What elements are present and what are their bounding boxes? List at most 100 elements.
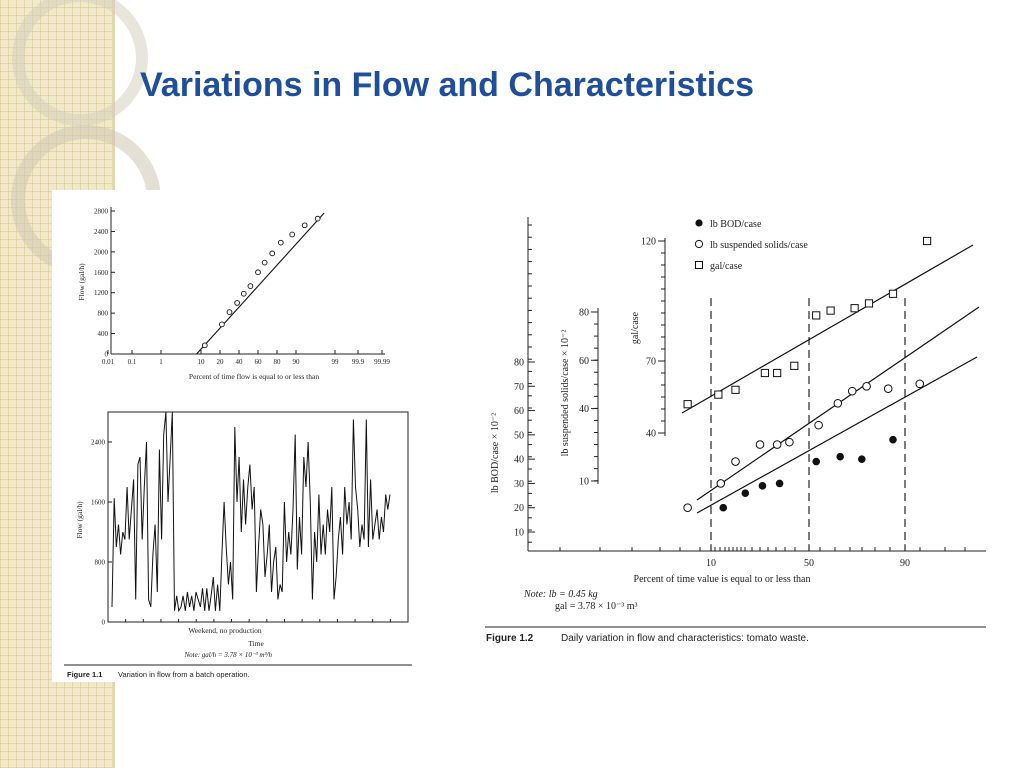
f2-ss-tick-label: 80 (579, 308, 589, 319)
f1top-point (269, 250, 276, 257)
f2-point-gal (864, 299, 874, 308)
f1top-x-tick-label: 60 (255, 358, 263, 366)
f2-bod-tick-label: 70 (514, 382, 524, 393)
legend-label-gal: gal/case (710, 261, 743, 272)
f1top-point (289, 231, 296, 238)
f2-point-ss (915, 379, 925, 389)
f2-bod-tick-label: 80 (514, 358, 524, 369)
f1bot-xlabel: Time (248, 639, 264, 648)
f1top-x-tick-label: 90 (293, 358, 301, 366)
f1top-y-tick-label: 1600 (94, 269, 109, 277)
f2-point-bod (812, 457, 820, 466)
f1bot-y-tick-label: 2400 (91, 439, 106, 447)
f2-point-ss (731, 457, 740, 466)
figure-2-caption-label: Figure 1.2 (486, 633, 534, 644)
f1top-fit-line (196, 212, 325, 355)
f1top-point (219, 321, 225, 328)
f1top-x-tick-label: 80 (274, 358, 282, 366)
f1top-xlabel: Percent of time flow is equal to or less… (189, 372, 319, 381)
f1top-x-tick-label: 0.1 (128, 358, 137, 366)
f1bot-annotation: Weekend, no production (188, 626, 262, 635)
f1top-y-tick-label: 2400 (94, 228, 109, 236)
f1top-point (247, 283, 254, 289)
f2-gal-tick-label: 120 (641, 237, 656, 248)
f1top-x-tick-label: 40 (236, 358, 244, 366)
f1top-point (240, 290, 247, 297)
f2-point-ss (772, 440, 782, 449)
f2-x-tick-label: 10 (706, 558, 716, 569)
f2-point-gal (714, 390, 723, 399)
f2-x-tick-label: 90 (900, 558, 910, 569)
slide-title: Variations in Flow and Characteristics (140, 66, 755, 104)
f2-point-bod (775, 479, 784, 488)
f2-point-ss (862, 381, 871, 391)
f2-gal-tick-label: 70 (646, 357, 656, 368)
f1top-ylabel: Flow (gal/h) (77, 263, 86, 301)
f2-bod-tick-label: 20 (514, 503, 524, 514)
f2-point-gal (760, 368, 769, 378)
f1bot-note: Note: gal/h = 3.78 × 10⁻³ m³/h (183, 651, 272, 659)
f1top-point (301, 222, 308, 229)
f2-point-gal (888, 289, 898, 298)
f1bot-y-tick-label: 1600 (91, 499, 106, 507)
f1top-point (277, 239, 284, 246)
f1top-x-tick-label: 99.99 (374, 358, 390, 366)
f2-point-ss (833, 398, 843, 408)
legend-marker-gal (695, 261, 703, 269)
f2-point-bod (836, 452, 844, 461)
f2-point-bod (858, 455, 866, 463)
legend-label-bod: lb BOD/case (710, 219, 762, 230)
f2-gal-trend-line (681, 244, 974, 414)
f2-xlabel: Percent of time value is equal to or les… (634, 574, 811, 585)
f2-point-gal (683, 400, 692, 409)
f2-point-gal (790, 361, 799, 370)
f2-ss-tick-label: 60 (579, 356, 589, 367)
f2-ss-tick-label: 10 (579, 477, 589, 488)
f1top-x-tick-label: 99.9 (352, 358, 365, 366)
f2-legend: lb BOD/case lb suspended solids/case gal… (694, 219, 808, 272)
f1bot-frame (107, 411, 409, 623)
f2-point-ss (883, 384, 893, 394)
f1top-x-tick-label: 10 (198, 358, 206, 366)
f2-point-ss (847, 386, 857, 396)
figure-2-caption-text: Daily variation in flow and characterist… (561, 633, 809, 644)
f2-ss-tick-label: 40 (579, 404, 589, 415)
f2-point-ss (716, 479, 726, 488)
f2-point-ss (814, 420, 823, 430)
f2-bod-trend-line (696, 356, 978, 514)
f2-point-ss (785, 437, 794, 447)
f2-point-ss (683, 503, 692, 513)
f2-point-gal (773, 368, 782, 378)
f2-axis-ss-label: lb suspended solids/case × 10⁻² (560, 330, 571, 457)
decorative-ring-upper (12, 0, 148, 126)
f1bot-y-tick-label: 800 (95, 559, 106, 567)
figure-1-caption-text: Variation in flow from a batch operation… (118, 670, 250, 679)
f1top-y-tick-label: 800 (98, 310, 109, 318)
f2-point-gal (850, 304, 859, 313)
legend-marker-ss (694, 239, 704, 249)
f2-point-gal (826, 306, 835, 315)
f2-point-bod (889, 435, 897, 444)
f2-x-tick-label: 50 (804, 558, 814, 569)
figure-1-caption-label: Figure 1.1 (67, 670, 102, 679)
f1top-x-tick-label: 99 (332, 358, 340, 366)
f2-point-bod (758, 482, 767, 490)
f2-note-line-1: Note: lb = 0.45 kg (523, 589, 598, 600)
f1top-point (201, 342, 208, 349)
f2-axis-bod-label: lb BOD/case × 10⁻² (490, 413, 501, 493)
f1bot-y-tick-label: 0 (102, 619, 106, 627)
f1bot-flow-series-line (111, 411, 391, 613)
f1top-x-tick-label: 0.01 (102, 358, 115, 366)
f1top-x-tick-label: 20 (217, 358, 225, 366)
f2-point-gal (731, 385, 740, 394)
f2-point-ss (755, 440, 765, 449)
f2-note-line-2: gal = 3.78 × 10⁻³ m³ (555, 601, 638, 612)
f2-point-gal (923, 236, 932, 246)
legend-label-ss: lb suspended solids/case (710, 240, 808, 251)
f2-gal-tick-label: 40 (646, 429, 656, 440)
f1top-y-tick-label: 2000 (94, 248, 109, 256)
f1top-point (314, 215, 321, 222)
